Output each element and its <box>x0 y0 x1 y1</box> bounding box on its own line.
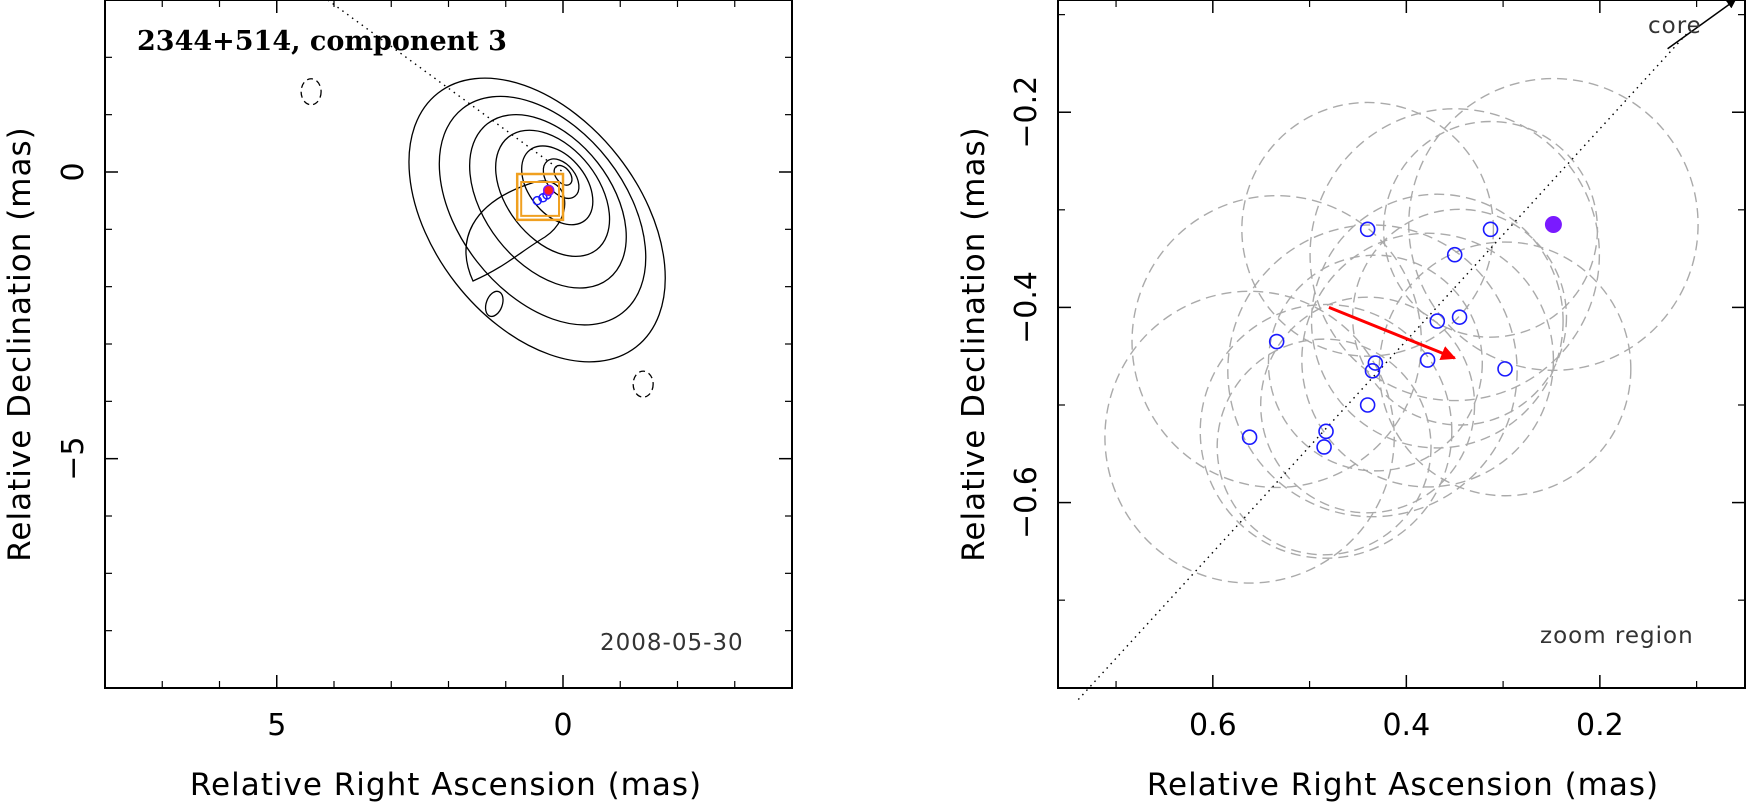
contour-level <box>408 77 666 363</box>
contour-level <box>468 113 627 289</box>
y-tick-label: 0 <box>56 162 91 181</box>
overview-ticks: 5 0 0 −5 <box>56 0 792 743</box>
y-tick-label: −0.4 <box>1009 271 1044 344</box>
component-position <box>1316 439 1332 455</box>
core-label: core <box>1648 13 1702 39</box>
zoom-ticks: 0.6 0.4 0.2 −0.2 −0.4 −0.6 <box>1009 0 1745 743</box>
uncertainty-circle <box>1309 108 1601 402</box>
secondary-contour <box>484 290 504 318</box>
y-tick-label: −0.6 <box>1009 466 1044 539</box>
uncertainty-circle <box>1408 77 1699 372</box>
x-tick-label: 0.2 <box>1576 708 1624 743</box>
overview-x-axis-label: Relative Right Ascension (mas) <box>190 767 702 803</box>
component-position <box>1419 352 1436 368</box>
component-position <box>1482 221 1499 238</box>
y-tick-label: −5 <box>56 437 91 481</box>
zoom-y-axis-label: Relative Declination (mas) <box>956 126 992 562</box>
component-position <box>1268 333 1285 350</box>
x-tick-label: 5 <box>267 708 286 743</box>
component-position <box>1429 313 1446 329</box>
zoom-region-box-inner <box>520 181 561 217</box>
component-position <box>1318 423 1334 440</box>
zoom-x-axis-label: Relative Right Ascension (mas) <box>1147 767 1659 803</box>
component-position <box>1364 363 1381 379</box>
negative-contour <box>632 370 654 398</box>
component-position <box>1497 361 1513 377</box>
contour-level <box>521 145 594 226</box>
overview-plot-area <box>300 0 666 398</box>
negative-contour <box>300 78 322 106</box>
uncertainty-circle <box>1378 241 1632 497</box>
uncertainty-circle <box>1199 303 1453 559</box>
uncertainty-circle <box>1310 193 1564 449</box>
uncertainty-circle <box>1241 101 1495 357</box>
uncertainty-circle <box>1267 254 1483 472</box>
component-position <box>1359 397 1376 413</box>
uncertainty-circle <box>1227 224 1518 518</box>
uncertainty-circle <box>1131 194 1423 489</box>
uncertainty-circle <box>1104 290 1395 584</box>
uncertainty-circle <box>1260 296 1476 514</box>
component-position <box>538 193 548 203</box>
contour-level <box>438 95 647 326</box>
component-position <box>1241 429 1258 445</box>
zoom-panel: 0.6 0.4 0.2 −0.2 −0.4 −0.6 core zoom region R… <box>956 0 1746 803</box>
zoom-region-label: zoom region <box>1540 623 1694 649</box>
overview-panel: 5 0 0 −5 2344+514, component 3 2008-05-30 R… <box>2 0 793 803</box>
component-position <box>1359 221 1376 238</box>
x-tick-label: 0.4 <box>1382 708 1430 743</box>
x-tick-label: 0 <box>553 708 572 743</box>
core-line <box>1077 30 1690 701</box>
zoom-frame <box>1057 0 1746 689</box>
contour-level <box>495 129 611 258</box>
component-position <box>1451 309 1468 325</box>
core-arrow <box>1667 0 1737 50</box>
overview-title: 2344+514, component 3 <box>137 26 507 57</box>
jet-contour <box>465 180 566 282</box>
zoom-region-box <box>515 172 565 222</box>
component-position <box>1367 355 1384 371</box>
highlight-position <box>542 184 555 197</box>
component-position <box>1446 246 1463 263</box>
overview-date: 2008-05-30 <box>600 630 744 656</box>
overview-y-axis-label: Relative Declination (mas) <box>2 126 38 562</box>
y-tick-label: −0.2 <box>1009 76 1044 149</box>
uncertainty-circle <box>1216 338 1432 556</box>
zoom-plot-area <box>1077 0 1737 701</box>
uncertainty-circle <box>1301 232 1555 488</box>
component-position <box>532 195 542 206</box>
contour-level <box>553 164 573 186</box>
x-tick-label: 0.6 <box>1189 708 1237 743</box>
highlight-position <box>1544 215 1562 233</box>
overview-frame <box>104 0 793 689</box>
motion-vector-arrow <box>1328 306 1457 361</box>
